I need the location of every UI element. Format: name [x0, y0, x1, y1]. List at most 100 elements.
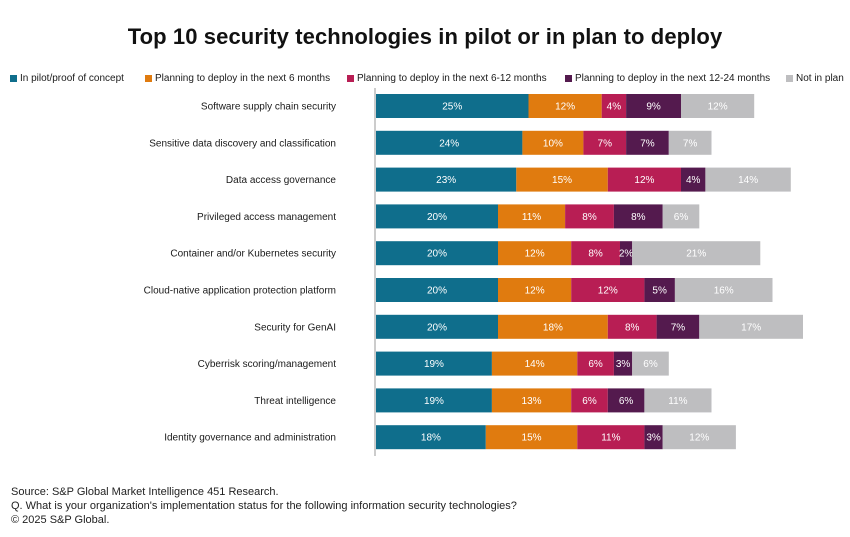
- legend-label-pilot: In pilot/proof of concept: [20, 73, 124, 84]
- data-label-container-and-or-kubernetes-security-planning-to-deploy-in-the-next-12-24-months: 2%: [619, 249, 634, 260]
- category-label-data-access-governance: Data access governance: [226, 175, 337, 186]
- category-label-sensitive-data-discovery-and-classification: Sensitive data discovery and classificat…: [149, 138, 336, 149]
- legend-item-pilot: In pilot/proof of concept: [10, 73, 124, 84]
- data-label-sensitive-data-discovery-and-classification-not-in-plan: 7%: [683, 138, 698, 149]
- legend-swatch-pilot: [10, 75, 17, 82]
- bar-container-and-or-kubernetes-security-not-in-plan: [632, 241, 761, 266]
- bar-cloud-native-application-protection-platform-planning-to-deploy-in-the-next-6-12-months: [571, 278, 645, 302]
- bar-software-supply-chain-security-in-pilot-proof-of-concept: [376, 94, 529, 118]
- data-label-identity-governance-and-administration-planning-to-deploy-in-the-next-6-months: 15%: [522, 433, 542, 444]
- bar-threat-intelligence-not-in-plan: [644, 388, 712, 413]
- legend-label-12-24-months: Planning to deploy in the next 12-24 mon…: [575, 73, 771, 84]
- category-label-identity-governance-and-administration: Identity governance and administration: [164, 433, 336, 444]
- bar-identity-governance-and-administration-planning-to-deploy-in-the-next-6-12-months: [577, 425, 645, 450]
- bar-data-access-governance-not-in-plan: [705, 167, 791, 192]
- category-label-container-and-or-kubernetes-security: Container and/or Kubernetes security: [170, 249, 336, 260]
- data-label-security-for-genai-planning-to-deploy-in-the-next-12-24-months: 7%: [671, 322, 686, 333]
- bar-data-access-governance-planning-to-deploy-in-the-next-6-12-months: [607, 167, 681, 192]
- category-label-privileged-access-management: Privileged access management: [197, 212, 336, 223]
- category-label-cloud-native-application-protection-platform: Cloud-native application protection plat…: [144, 286, 336, 297]
- bar-security-for-genai-in-pilot-proof-of-concept: [376, 314, 498, 339]
- bar-identity-governance-and-administration-planning-to-deploy-in-the-next-6-months: [485, 425, 578, 450]
- bar-sensitive-data-discovery-and-classification-planning-to-deploy-in-the-next-12-24-months: [626, 130, 669, 155]
- category-label-cyberrisk-scoring-management: Cyberrisk scoring/management: [198, 359, 337, 370]
- legend-item-12-24-months: Planning to deploy in the next 12-24 mon…: [565, 73, 770, 84]
- data-label-data-access-governance-planning-to-deploy-in-the-next-6-months: 15%: [552, 175, 572, 186]
- bar-privileged-access-management-planning-to-deploy-in-the-next-12-24-months: [613, 204, 663, 229]
- bar-security-for-genai-planning-to-deploy-in-the-next-6-months: [498, 314, 608, 339]
- bar-data-access-governance-in-pilot-proof-of-concept: [376, 167, 517, 192]
- bar-privileged-access-management-planning-to-deploy-in-the-next-6-months: [498, 204, 566, 229]
- data-label-security-for-genai-not-in-plan: 17%: [741, 322, 761, 333]
- legend-swatch-12-24-months: [565, 75, 572, 82]
- data-label-container-and-or-kubernetes-security-planning-to-deploy-in-the-next-6-months: 12%: [525, 249, 545, 260]
- data-label-sensitive-data-discovery-and-classification-planning-to-deploy-in-the-next-12-24-months: 7%: [640, 138, 655, 149]
- bar-cloud-native-application-protection-platform-in-pilot-proof-of-concept: [376, 278, 498, 302]
- bar-cloud-native-application-protection-platform-not-in-plan: [674, 278, 773, 302]
- data-label-container-and-or-kubernetes-security-planning-to-deploy-in-the-next-6-12-months: 8%: [588, 249, 603, 260]
- bar-cyberrisk-scoring-management-planning-to-deploy-in-the-next-12-24-months: [613, 351, 633, 376]
- bar-privileged-access-management-in-pilot-proof-of-concept: [376, 204, 498, 229]
- bar-software-supply-chain-security-planning-to-deploy-in-the-next-6-12-months: [601, 94, 627, 118]
- bar-data-access-governance-planning-to-deploy-in-the-next-12-24-months: [681, 167, 706, 192]
- data-label-sensitive-data-discovery-and-classification-in-pilot-proof-of-concept: 24%: [439, 138, 459, 149]
- legend-label-not-in-plan: Not in plan: [796, 73, 844, 84]
- bar-threat-intelligence-planning-to-deploy-in-the-next-12-24-months: [607, 388, 645, 413]
- data-label-privileged-access-management-not-in-plan: 6%: [674, 212, 689, 223]
- data-label-identity-governance-and-administration-planning-to-deploy-in-the-next-6-12-months: 11%: [601, 433, 620, 444]
- category-label-security-for-genai: Security for GenAI: [254, 322, 336, 333]
- bar-privileged-access-management-not-in-plan: [662, 204, 700, 229]
- bar-container-and-or-kubernetes-security-in-pilot-proof-of-concept: [376, 241, 498, 266]
- data-label-cloud-native-application-protection-platform-planning-to-deploy-in-the-next-12-24-months: 5%: [652, 286, 667, 297]
- data-label-threat-intelligence-planning-to-deploy-in-the-next-6-12-months: 6%: [582, 396, 597, 407]
- data-label-sensitive-data-discovery-and-classification-planning-to-deploy-in-the-next-6-months: 10%: [543, 138, 563, 149]
- bar-identity-governance-and-administration-not-in-plan: [662, 425, 736, 450]
- data-label-software-supply-chain-security-not-in-plan: 12%: [708, 102, 728, 113]
- data-label-threat-intelligence-planning-to-deploy-in-the-next-6-months: 13%: [522, 396, 542, 407]
- data-label-cyberrisk-scoring-management-planning-to-deploy-in-the-next-6-12-months: 6%: [588, 359, 603, 370]
- survey-question: Q. What is your organization's implement…: [11, 500, 517, 512]
- data-label-cyberrisk-scoring-management-in-pilot-proof-of-concept: 19%: [424, 359, 444, 370]
- legend-swatch-6-months: [145, 75, 152, 82]
- bar-sensitive-data-discovery-and-classification-planning-to-deploy-in-the-next-6-12-months: [583, 130, 627, 155]
- data-label-data-access-governance-planning-to-deploy-in-the-next-12-24-months: 4%: [686, 175, 701, 186]
- copyright-note: © 2025 S&P Global.: [11, 514, 110, 526]
- data-label-container-and-or-kubernetes-security-not-in-plan: 21%: [686, 249, 706, 260]
- data-label-cyberrisk-scoring-management-not-in-plan: 6%: [643, 359, 658, 370]
- bar-cyberrisk-scoring-management-planning-to-deploy-in-the-next-6-months: [491, 351, 578, 376]
- data-label-software-supply-chain-security-planning-to-deploy-in-the-next-6-months: 12%: [555, 102, 575, 113]
- data-label-cloud-native-application-protection-platform-planning-to-deploy-in-the-next-6-months: 12%: [525, 286, 545, 297]
- data-label-cyberrisk-scoring-management-planning-to-deploy-in-the-next-12-24-months: 3%: [616, 359, 631, 370]
- data-label-identity-governance-and-administration-in-pilot-proof-of-concept: 18%: [421, 433, 441, 444]
- bar-data-access-governance-planning-to-deploy-in-the-next-6-months: [516, 167, 608, 192]
- data-label-privileged-access-management-planning-to-deploy-in-the-next-6-months: 11%: [522, 212, 541, 223]
- legend-label-6-months: Planning to deploy in the next 6 months: [155, 73, 331, 84]
- bar-cyberrisk-scoring-management-in-pilot-proof-of-concept: [376, 351, 492, 376]
- data-label-threat-intelligence-not-in-plan: 11%: [668, 396, 687, 407]
- legend-item-not-in-plan: Not in plan: [786, 73, 844, 84]
- bar-sensitive-data-discovery-and-classification-not-in-plan: [668, 130, 712, 155]
- bar-threat-intelligence-planning-to-deploy-in-the-next-6-12-months: [571, 388, 608, 413]
- bar-sensitive-data-discovery-and-classification-in-pilot-proof-of-concept: [376, 130, 523, 155]
- bar-identity-governance-and-administration-in-pilot-proof-of-concept: [376, 425, 486, 450]
- data-label-cloud-native-application-protection-platform-planning-to-deploy-in-the-next-6-12-months: 12%: [598, 286, 618, 297]
- data-label-data-access-governance-planning-to-deploy-in-the-next-6-12-months: 12%: [634, 175, 654, 186]
- data-label-privileged-access-management-in-pilot-proof-of-concept: 20%: [427, 212, 447, 223]
- data-label-security-for-genai-planning-to-deploy-in-the-next-6-months: 18%: [543, 322, 563, 333]
- data-label-sensitive-data-discovery-and-classification-planning-to-deploy-in-the-next-6-12-months: 7%: [598, 138, 613, 149]
- bar-threat-intelligence-in-pilot-proof-of-concept: [376, 388, 492, 413]
- bar-container-and-or-kubernetes-security-planning-to-deploy-in-the-next-12-24-months: [620, 241, 633, 266]
- bar-privileged-access-management-planning-to-deploy-in-the-next-6-12-months: [565, 204, 614, 229]
- bar-cyberrisk-scoring-management-planning-to-deploy-in-the-next-6-12-months: [577, 351, 614, 376]
- data-label-software-supply-chain-security-planning-to-deploy-in-the-next-6-12-months: 4%: [607, 102, 622, 113]
- bar-cyberrisk-scoring-management-not-in-plan: [632, 351, 669, 376]
- bar-threat-intelligence-planning-to-deploy-in-the-next-6-months: [491, 388, 572, 413]
- legend-swatch-6-12-months: [347, 75, 354, 82]
- data-label-security-for-genai-planning-to-deploy-in-the-next-6-12-months: 8%: [625, 322, 640, 333]
- data-label-privileged-access-management-planning-to-deploy-in-the-next-6-12-months: 8%: [582, 212, 597, 223]
- data-label-container-and-or-kubernetes-security-in-pilot-proof-of-concept: 20%: [427, 249, 447, 260]
- legend-swatch-not-in-plan: [786, 75, 793, 82]
- data-label-threat-intelligence-planning-to-deploy-in-the-next-12-24-months: 6%: [619, 396, 634, 407]
- data-label-identity-governance-and-administration-planning-to-deploy-in-the-next-12-24-months: 3%: [646, 433, 661, 444]
